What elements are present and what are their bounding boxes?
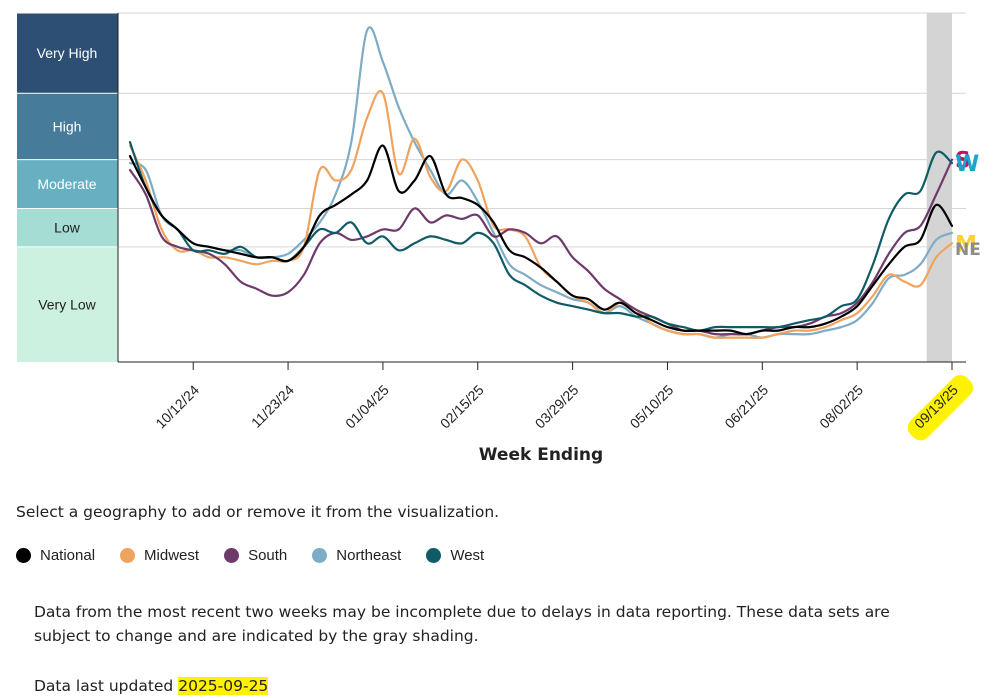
legend-item-south[interactable]: South	[224, 547, 287, 564]
x-axis: 10/12/24 11/23/24 01/04/25 02/15/25 03/29/25…	[118, 361, 974, 441]
wastewater-trend-chart: Very High High Moderate Low Very Low 10/12/2…	[17, 12, 981, 465]
x-tick-highlight	[907, 375, 974, 441]
northeast-dot-icon	[312, 548, 328, 563]
level-band-moderate	[17, 159, 118, 209]
legend-label-west: West	[450, 547, 485, 564]
legend-label-northeast: Northeast	[336, 547, 402, 564]
x-tick-label: 10/12/24	[152, 381, 202, 431]
x-tick-label: 06/21/25	[721, 381, 771, 431]
series-end-label-midwest: M	[955, 232, 977, 257]
legend-label-midwest: Midwest	[144, 547, 200, 564]
series-end-labels: M S NE W	[955, 149, 981, 260]
x-tick-label: 11/23/24	[248, 381, 297, 430]
x-tick-label: 03/29/25	[532, 381, 582, 431]
series-line-south	[128, 158, 954, 336]
last-updated-date: 2025-09-25	[178, 677, 269, 695]
south-dot-icon	[224, 548, 240, 563]
series-line-west	[128, 141, 954, 332]
level-label-very-low: Very Low	[38, 296, 96, 312]
level-label-very-high: Very High	[37, 45, 98, 61]
series-end-label-northeast: NE	[955, 240, 981, 260]
incomplete-data-note: Data from the most recent two weeks may …	[34, 603, 890, 645]
x-tick-label: 05/10/25	[627, 381, 677, 431]
x-tick-label: 08/02/25	[816, 381, 866, 431]
national-dot-icon	[16, 548, 31, 563]
legend-item-midwest[interactable]: Midwest	[120, 547, 199, 564]
legend-item-west[interactable]: West	[426, 547, 484, 564]
level-bands: Very High High Moderate Low Very Low	[17, 12, 118, 362]
level-label-moderate: Moderate	[37, 176, 96, 192]
last-updated-label: Data last updated	[34, 677, 174, 695]
x-axis-title: Week Ending	[479, 445, 603, 465]
x-tick-label: 01/04/25	[342, 381, 392, 431]
series-lines	[128, 26, 954, 339]
legend-item-northeast[interactable]: Northeast	[312, 547, 401, 564]
midwest-dot-icon	[120, 548, 136, 563]
gridlines	[117, 12, 966, 362]
series-line-national	[128, 144, 954, 336]
legend-instruction: Select a geography to add or remove it f…	[16, 503, 500, 521]
legend-label-national: National	[40, 547, 96, 564]
legend-item-national[interactable]: National	[16, 547, 95, 564]
level-label-low: Low	[54, 220, 81, 236]
legend-label-south: South	[248, 547, 288, 564]
level-band-very-low	[17, 246, 118, 362]
level-label-high: High	[53, 118, 82, 134]
last-updated: Data last updated 2025-09-25	[34, 677, 269, 695]
series-line-northeast	[128, 26, 954, 339]
legend: National Midwest South Northeast West	[16, 547, 509, 564]
series-end-label-west: W	[955, 152, 979, 177]
level-band-very-high	[17, 13, 118, 94]
west-dot-icon	[426, 548, 442, 563]
series-end-label-south: S	[955, 149, 971, 174]
level-band-high	[17, 93, 118, 160]
level-band-low	[17, 208, 118, 247]
x-tick-label: 02/15/25	[437, 381, 487, 431]
series-line-midwest	[128, 90, 954, 339]
